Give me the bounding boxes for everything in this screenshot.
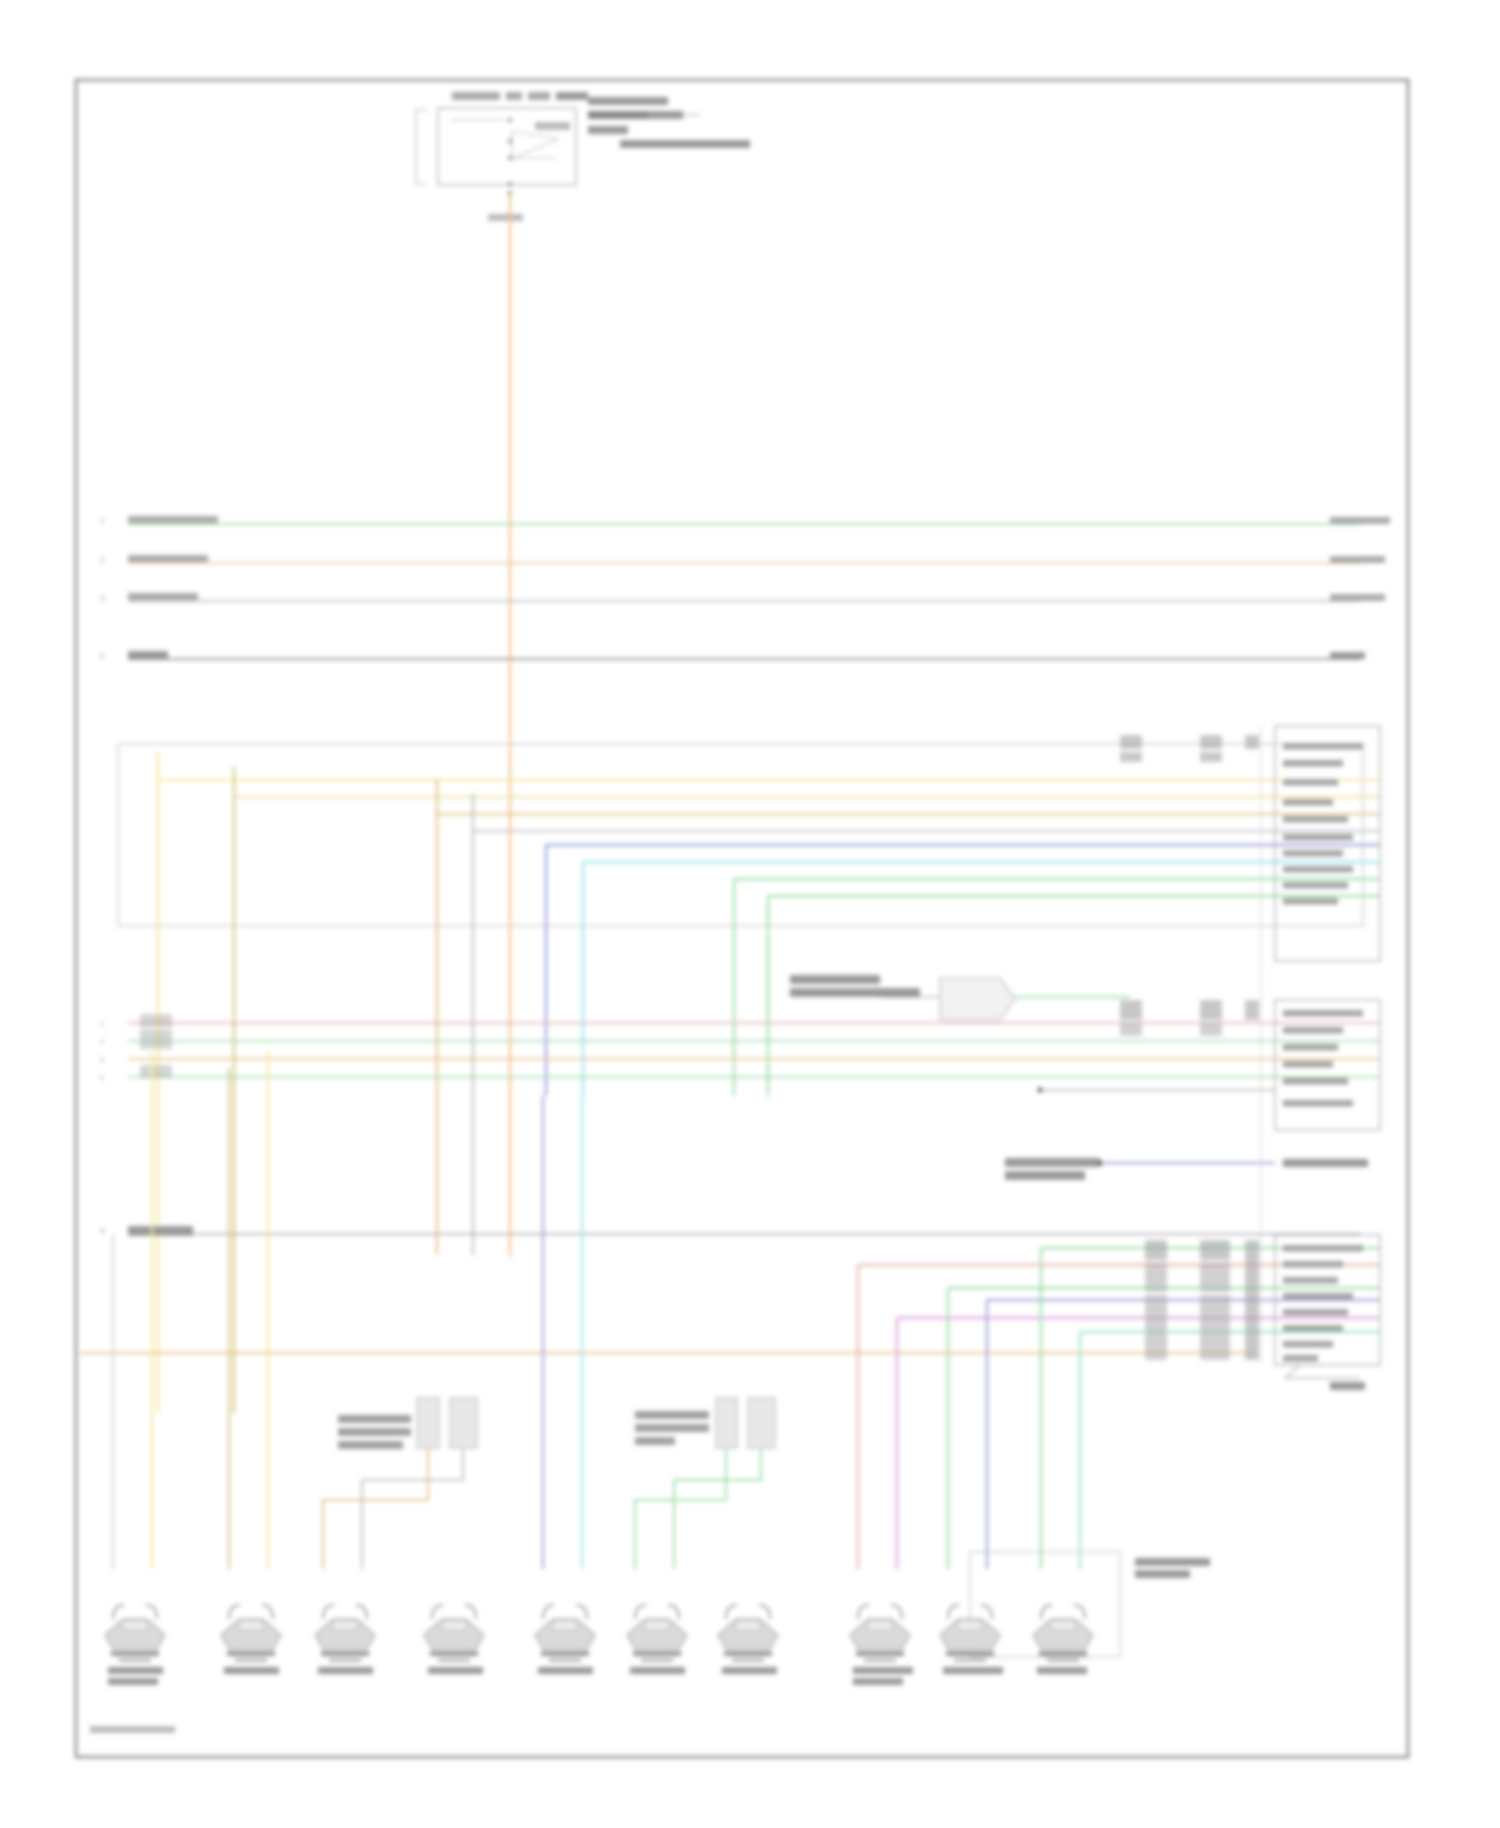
- svg-text:4: 4: [100, 1075, 104, 1082]
- svg-text:2: 2: [100, 556, 105, 565]
- svg-text:5: 5: [100, 652, 105, 661]
- svg-text:1: 1: [100, 517, 105, 526]
- svg-text:1: 1: [100, 1021, 104, 1028]
- svg-text:2: 2: [100, 1039, 104, 1046]
- svg-text:3: 3: [100, 594, 105, 603]
- svg-text:4: 4: [100, 1227, 105, 1236]
- svg-text:3: 3: [100, 1057, 104, 1064]
